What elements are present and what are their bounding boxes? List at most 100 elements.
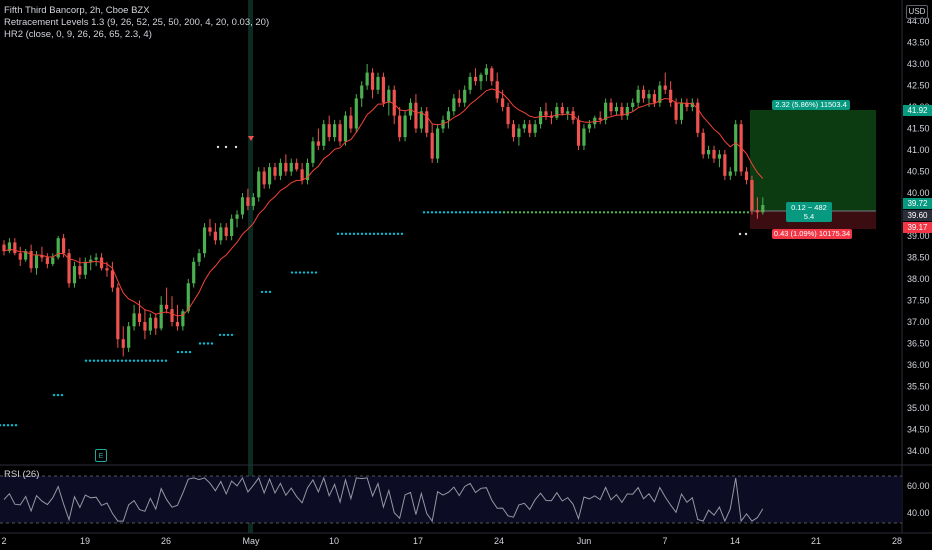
candle-body — [354, 98, 358, 129]
level-dot — [84, 359, 88, 362]
level-dot — [56, 393, 60, 397]
level-dot — [380, 232, 384, 236]
level-dot — [582, 211, 586, 214]
candle-body — [750, 180, 754, 211]
price-tick-label: 42.50 — [907, 81, 930, 91]
candle-body — [235, 214, 239, 219]
candle-body — [392, 89, 396, 116]
target-price-badge: 41.92 — [903, 105, 932, 116]
price-tick-label: 44.00 — [907, 16, 930, 26]
level-dot — [602, 211, 606, 214]
level-dot — [372, 232, 376, 236]
level-dot — [434, 211, 438, 214]
position-qty: 0.12 ~ 482 — [791, 203, 827, 212]
level-dot — [710, 211, 714, 214]
level-dot — [112, 359, 116, 362]
candle-body — [587, 124, 591, 129]
level-dot — [690, 211, 694, 214]
level-dot — [522, 211, 526, 214]
time-tick-label: 10 — [329, 536, 339, 546]
symbol-title[interactable]: Fifth Third Bancorp, 2h, Cboe BZX — [4, 5, 150, 16]
candle-body — [40, 255, 44, 258]
profit-label[interactable]: 2.32 (5.86%) 11503.4 — [772, 100, 850, 110]
level-dot — [650, 211, 654, 214]
candle-body — [154, 317, 158, 329]
level-dot — [738, 211, 742, 214]
candle-body — [197, 253, 201, 262]
level-dot — [376, 232, 380, 236]
level-dot — [470, 211, 474, 214]
candle-body — [311, 141, 315, 163]
candle-body — [398, 115, 402, 138]
signal-dot — [738, 232, 742, 236]
candle-body — [625, 107, 629, 116]
candle-body — [501, 98, 505, 107]
level-dot — [674, 211, 678, 214]
candle-body — [34, 255, 39, 269]
level-dot — [356, 232, 360, 236]
candle-body — [734, 124, 738, 172]
level-dot — [578, 211, 582, 214]
candle-body — [473, 76, 478, 82]
candle-body — [669, 89, 673, 103]
level-dot — [0, 424, 2, 427]
level-dot — [88, 359, 92, 362]
position-center-label[interactable]: 0.12 ~ 482 5.4 — [786, 202, 832, 222]
time-tick-label: 26 — [161, 536, 171, 546]
level-dot — [626, 211, 630, 214]
indicator-retracement[interactable]: Retracement Levels 1.3 (9, 26, 52, 25, 5… — [4, 17, 270, 28]
level-dot — [348, 232, 352, 236]
level-dot — [574, 211, 578, 214]
candle-body — [430, 132, 434, 159]
candle-body — [755, 210, 759, 213]
level-dot — [152, 359, 156, 362]
level-dot — [116, 359, 120, 362]
level-dot — [128, 359, 132, 362]
candle-body — [338, 124, 342, 142]
session-highlight — [248, 0, 253, 533]
level-dot — [734, 211, 738, 214]
candle-body — [251, 197, 255, 206]
candle-body — [647, 94, 651, 99]
level-dot — [698, 211, 702, 214]
level-dot — [202, 342, 206, 345]
level-dot — [586, 211, 590, 214]
indicator-hr2[interactable]: HR2 (close, 0, 9, 26, 26, 65, 2.3, 4) — [4, 29, 152, 40]
price-tick-label: 36.50 — [907, 339, 930, 349]
level-dot — [392, 232, 396, 236]
level-dot — [714, 211, 718, 214]
level-dot — [438, 211, 442, 214]
price-axis: 34.00 34.50 35.00 35.50 36.00 36.50 37.00 37.50… — [907, 16, 930, 456]
price-tick-label: 34.50 — [907, 425, 930, 435]
price-tick-label: 41.00 — [907, 145, 930, 155]
earnings-icon[interactable]: E — [95, 449, 107, 462]
candle-body — [7, 242, 12, 252]
price-tick-label: 40.50 — [907, 167, 930, 177]
level-dot — [364, 232, 368, 236]
level-dot — [598, 211, 602, 214]
currency-button[interactable]: USD — [906, 5, 928, 19]
level-dot — [506, 211, 510, 214]
level-dot — [666, 211, 670, 214]
candle-body — [457, 98, 461, 103]
candle-body — [143, 322, 147, 331]
candle-body — [511, 124, 516, 138]
level-dot — [606, 211, 610, 214]
loss-label[interactable]: 0.43 (1.09%) 10175.34 — [772, 229, 852, 239]
level-dot — [726, 211, 730, 214]
level-dot — [454, 211, 458, 214]
level-dot — [108, 359, 112, 362]
level-dot — [206, 342, 210, 345]
level-dot — [654, 211, 658, 214]
level-dot — [120, 359, 124, 362]
price-tick-label: 39.00 — [907, 231, 930, 241]
candle-body — [137, 313, 142, 322]
rsi-label[interactable]: RSI (26) — [4, 469, 40, 480]
level-dot — [314, 271, 318, 274]
ma-line — [3, 88, 764, 317]
level-dot — [100, 359, 104, 362]
level-dot — [368, 232, 372, 236]
candle-body — [582, 128, 586, 146]
time-tick-label: 7 — [662, 536, 667, 546]
